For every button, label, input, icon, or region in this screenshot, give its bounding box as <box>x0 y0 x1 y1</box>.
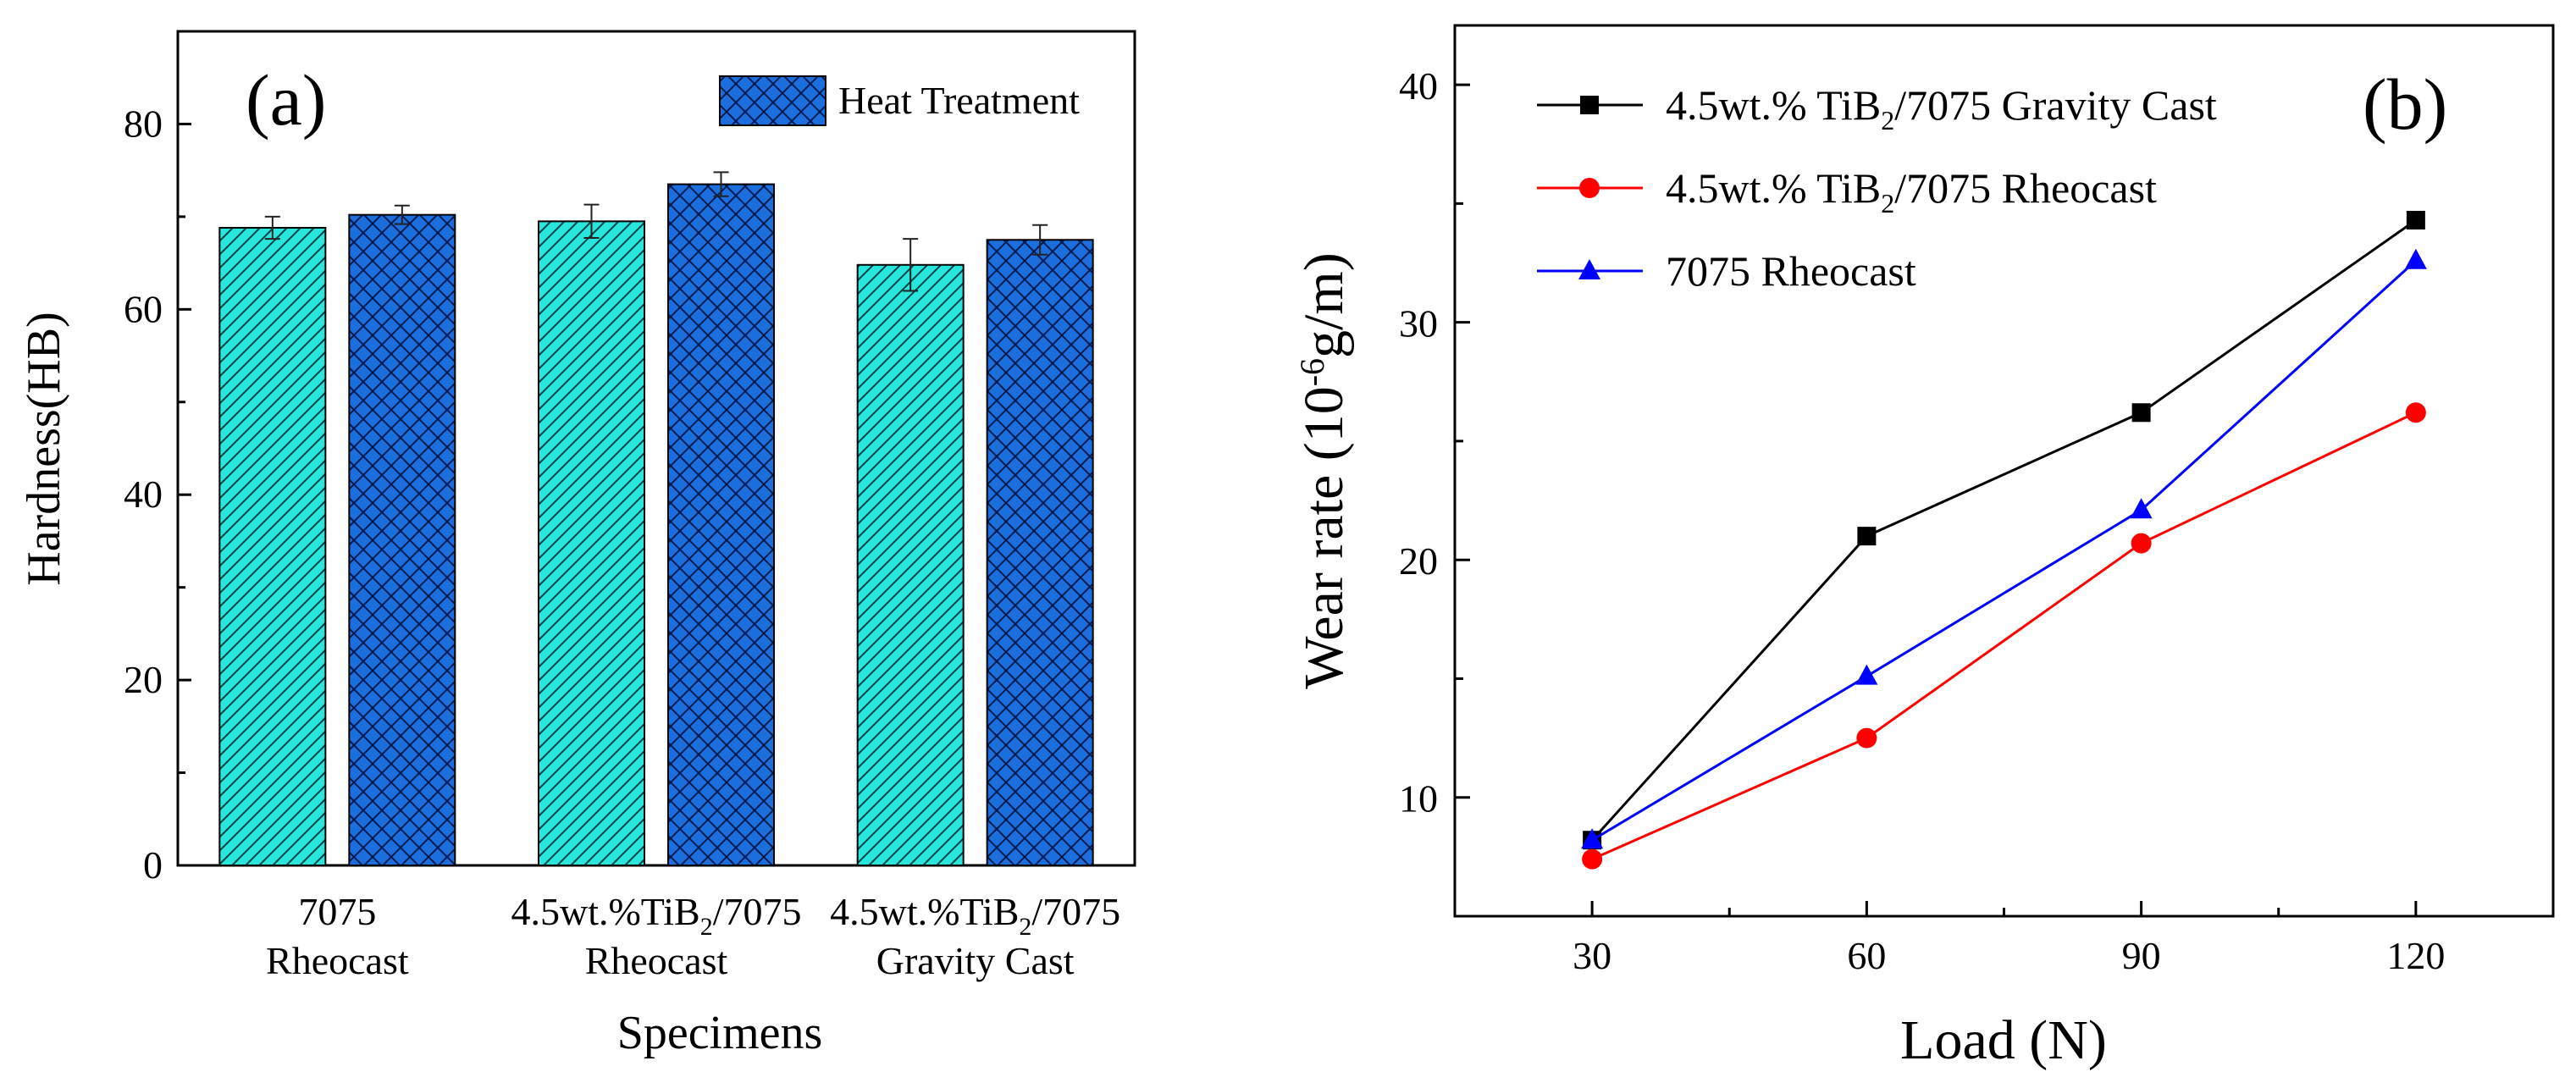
panel-b-x-axis-title: Load (N) <box>1900 1009 2107 1071</box>
panel-a-label: (a) <box>246 59 326 141</box>
marker-triangle <box>2404 248 2427 269</box>
x-tick-label-line2: Rheocast <box>266 939 409 982</box>
legend-label-pre: 7075 Rheocast <box>1666 247 1916 295</box>
bar <box>986 239 1094 866</box>
series-line <box>1591 411 2417 861</box>
legend-label-subscript: 2 <box>1881 188 1894 218</box>
legend-label-pre: 4.5wt.% TiB <box>1666 164 1881 212</box>
x-tick-label-line2: Rheocast <box>585 939 728 982</box>
legend-label: 4.5wt.% TiB2/7075 Rheocast <box>1666 164 2157 218</box>
legend-swatch-heat-treatment <box>719 75 826 126</box>
legend-label-pre: 4.5wt.% TiB <box>1666 81 1881 129</box>
marker-square <box>1857 527 1877 546</box>
x-tick-label: 90 <box>2122 934 2161 977</box>
x-tick-label-line2: Gravity Cast <box>876 939 1075 982</box>
x-tick-label: 60 <box>1847 934 1886 977</box>
panel-b-ticks: 10 20 30 40 30 60 90 120 <box>1399 64 2445 977</box>
panel-a-x-labels: 7075Rheocast4.5wt.%TiB2/7075Rheocast4.5w… <box>266 890 1120 982</box>
bar <box>667 183 775 867</box>
panel-b-label: (b) <box>2363 64 2447 145</box>
panel-b-frame <box>1453 24 2555 918</box>
x-tick-label-line1-text: 4.5wt.%TiB <box>511 890 699 933</box>
marker-square <box>2131 403 2151 423</box>
panel-a-y-axis-title: Hardness(HB) <box>18 312 70 585</box>
x-tick-label-line1-text: 7075 <box>298 890 376 933</box>
bar <box>218 227 327 866</box>
y-tick-label: 80 <box>124 102 163 145</box>
panel-a-x-axis-title: Specimens <box>617 1007 823 1059</box>
x-tick-label-subscript: 2 <box>1019 913 1031 941</box>
x-tick-label-line1-text: 4.5wt.%TiB <box>830 890 1019 933</box>
legend-label-post: /7075 Gravity Cast <box>1894 81 2217 129</box>
panel-b-y-title-post: g/m) <box>1293 252 1355 358</box>
marker-circle <box>1856 727 1877 749</box>
bar <box>856 263 965 866</box>
marker-triangle <box>1578 259 1600 279</box>
panel-b: 10 20 30 40 30 60 90 120 (b) Wear rate (10-6g/m… <box>1293 24 2555 1071</box>
y-tick-label: 0 <box>143 843 163 887</box>
y-tick-label: 20 <box>124 658 163 701</box>
x-tick-label-line1-end: /7075 <box>713 890 802 933</box>
legend-label: 7075 Rheocast <box>1666 247 1916 295</box>
legend-label-heat-treatment: Heat Treatment <box>838 79 1080 122</box>
panel-b-y-title-sup: -6 <box>1293 358 1331 386</box>
y-tick-label: 60 <box>124 287 163 330</box>
x-tick-label: 120 <box>2386 934 2445 977</box>
y-tick-label: 10 <box>1399 777 1438 821</box>
marker-triangle <box>1855 664 1878 685</box>
marker-circle <box>1579 178 1600 198</box>
panel-b-y-axis-title: Wear rate (10-6g/m) <box>1293 252 1356 688</box>
x-tick-label-line1: 4.5wt.%TiB2/7075 <box>830 890 1120 941</box>
panel-a-frame <box>176 30 1136 867</box>
panel-a-legend: Heat Treatment <box>719 75 1080 126</box>
y-tick-label: 20 <box>1399 539 1438 583</box>
legend-label: 4.5wt.% TiB2/7075 Gravity Cast <box>1666 81 2217 135</box>
marker-circle <box>1582 848 1603 870</box>
x-tick-label-line1-end: /7075 <box>1031 890 1120 933</box>
x-tick-label: 30 <box>1573 934 1611 977</box>
marker-circle <box>2405 402 2426 423</box>
series-line <box>1591 218 2417 842</box>
panel-b-series <box>1581 211 2427 870</box>
panel-b-y-title-pre: Wear rate (10 <box>1293 386 1355 688</box>
marker-square <box>1580 96 1599 114</box>
x-tick-label-line1: 4.5wt.%TiB2/7075 <box>511 890 801 941</box>
legend-label-subscript: 2 <box>1881 105 1894 135</box>
legend-label-post: /7075 Rheocast <box>1894 164 2157 212</box>
y-tick-label: 40 <box>124 472 163 516</box>
marker-triangle <box>1581 828 1604 849</box>
bar <box>348 213 456 866</box>
bar <box>538 220 645 867</box>
marker-triangle <box>2130 498 2153 519</box>
marker-circle <box>2131 533 2152 554</box>
panel-a-bars <box>218 171 1094 867</box>
y-tick-label: 30 <box>1399 302 1438 345</box>
marker-square <box>2406 211 2425 230</box>
x-tick-label-subscript: 2 <box>700 913 713 941</box>
panel-a-y-ticks: 0 20 40 60 80 <box>124 102 191 887</box>
y-tick-label: 40 <box>1399 64 1438 108</box>
x-tick-label-line1: 7075 <box>298 890 376 933</box>
series-line <box>1591 259 2417 842</box>
